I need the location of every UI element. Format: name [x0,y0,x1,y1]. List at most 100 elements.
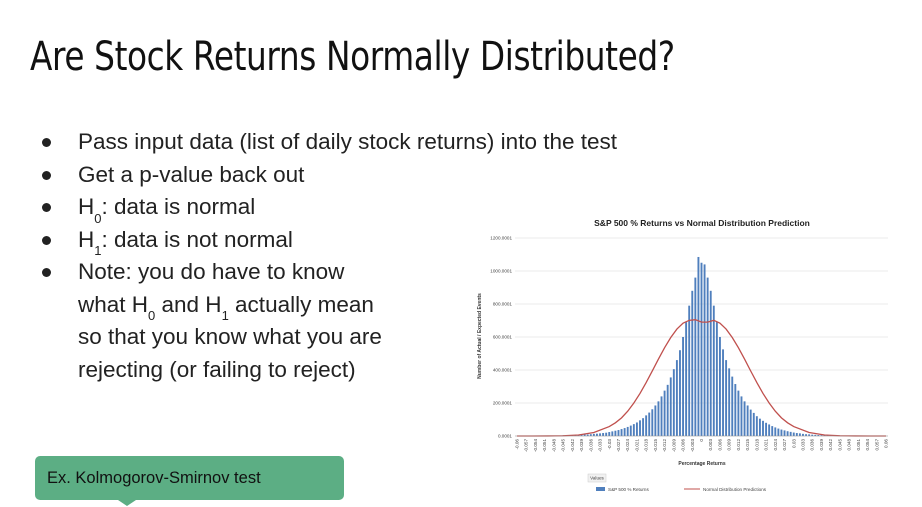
histogram-bar [811,434,814,436]
x-tick-label: 0.054 [865,439,870,451]
histogram-bar [780,429,783,436]
x-tick-label: -0.006 [681,439,686,452]
x-tick-label: -0.051 [542,439,547,452]
histogram-bar [746,405,749,436]
histogram-bar [629,425,632,436]
hypothesis-subscript: 0 [94,210,102,226]
x-tick-label: 0.012 [736,439,741,451]
x-tick-label: 0.042 [828,439,833,451]
histogram-bar [768,424,771,436]
histogram-bar [805,434,807,436]
bullet-list: Pass input data (list of daily stock ret… [40,126,700,386]
histogram-bar [808,434,811,436]
histogram-bar [685,322,688,436]
histogram-bar [694,277,697,436]
note-line-3: so that you know what you are [78,324,382,349]
histogram-bar [605,432,608,436]
legend-header-box [587,473,607,483]
histogram-bar [786,431,789,436]
histogram-bar [706,277,709,436]
x-tick-label: -0.003 [690,439,695,452]
histogram-bar [728,368,731,436]
x-tick-label: -0.015 [653,439,658,452]
y-axis-ticks: 0.0001 200.0001 400.0001 600.0001 800.0001 10… [490,236,512,439]
y-axis-label: Number of Actual / Expected Events [477,293,483,379]
x-tick-label: -0.03 [607,439,612,450]
histogram-bar [709,290,712,436]
histogram-bar [731,376,734,436]
histogram-bar [648,412,651,436]
x-tick-label: -0.039 [579,439,584,452]
histogram-bar [608,432,611,436]
histogram-bar [645,415,648,436]
legend-label: S&P 500 % Returns [608,487,649,492]
histogram-bar [823,435,826,436]
callout-box: Ex. Kolmogorov-Smirnov test [35,456,344,500]
histogram-bar [620,429,623,436]
histogram-bar [725,360,728,436]
histogram-bar [758,418,761,436]
x-axis-label: Percentage Returns [678,461,725,467]
chart-title: S&P 500 % Returns vs Normal Distribution… [594,218,810,228]
bar-series [522,256,860,436]
x-tick-label: -0.021 [634,439,639,452]
x-tick-label: -0.048 [551,439,556,452]
y-tick-label: 400.0001 [493,368,513,373]
histogram-bar [771,426,774,436]
histogram-bar [749,409,752,436]
histogram-bar [755,416,758,436]
histogram-bar [586,434,589,436]
bullet-item: Pass input data (list of daily stock ret… [40,126,700,159]
histogram-bar [743,401,746,436]
note-line-2b: and H [155,291,222,317]
x-tick-label: 0.006 [717,439,722,451]
bullet-item: Get a p-value back out [40,159,700,192]
bullet-text: : data is not normal [101,226,293,252]
histogram-bar [712,305,715,436]
histogram-bar [626,426,629,436]
histogram-bar [774,427,777,436]
histogram-bar [679,350,681,436]
histogram-bar [783,430,786,436]
x-tick-label: 0.051 [856,439,861,451]
histogram-bar [657,401,660,436]
x-tick-label: -0.054 [533,439,538,452]
x-tick-label: 0.036 [810,439,815,451]
histogram-bar [814,434,817,436]
y-tick-label: 1000.0001 [490,269,512,274]
histogram-bar [740,396,743,436]
histogram-bar [691,290,694,436]
histogram-bar [682,337,684,436]
callout-tail [118,500,136,506]
x-tick-label: -0.042 [570,439,575,452]
hypothesis-symbol: H [78,194,95,219]
x-tick-label: 0.033 [800,439,805,451]
histogram-bar [602,433,605,436]
hypothesis-subscript: 0 [148,308,156,323]
hypothesis-subscript: 1 [94,243,102,258]
x-tick-label: -0.024 [625,439,630,452]
chart-svg: S&P 500 % Returns vs Normal Distribution… [477,218,889,492]
histogram-bar [583,434,586,436]
histogram-chart: S&P 500 % Returns vs Normal Distribution… [470,212,898,502]
x-axis-ticks: -0.06 -0.057 -0.054 -0.051 -0.048 -0.045 -0.04… [515,439,889,452]
legend-swatch-bar [596,487,605,491]
histogram-bar [623,428,626,436]
note-line-2c: actually mean [228,291,374,317]
histogram-bar [669,377,672,436]
histogram-bar [817,435,820,436]
x-tick-label: -0.036 [588,439,593,452]
histogram-bar [642,418,645,436]
hypothesis-subscript: 1 [221,308,229,323]
x-tick-label: -0.06 [515,439,520,450]
note-line-4: rejecting (or failing to reject) [78,356,356,382]
x-tick-label: 0.045 [837,439,842,451]
histogram-bar [654,405,657,436]
bullet-item: H0: data is normal [40,191,700,226]
histogram-bar [697,256,700,436]
legend-label: Normal Distribution Predictions [703,487,767,492]
x-tick-label: -0.009 [671,439,676,452]
x-tick-label: 0.03 [791,439,796,448]
histogram-bar [820,435,823,436]
normal-curve-line [517,319,886,437]
